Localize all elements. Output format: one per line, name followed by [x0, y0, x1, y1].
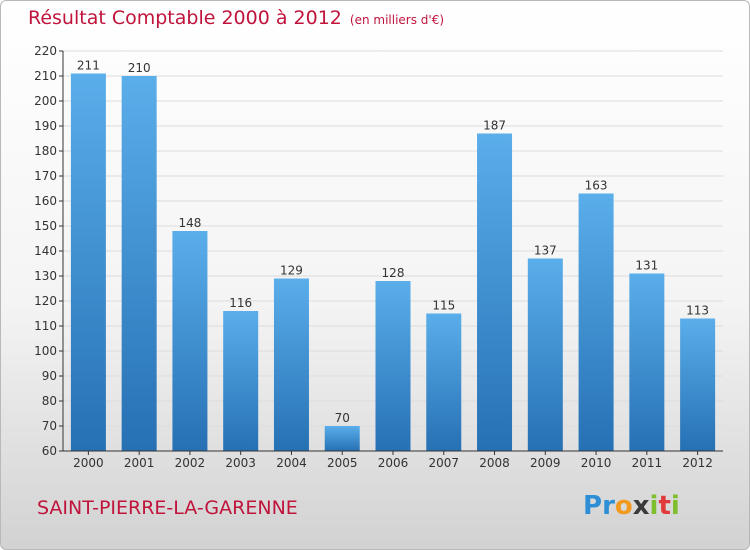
bar [223, 311, 259, 451]
y-tick-label: 90 [42, 369, 57, 383]
logo-letter: t [658, 491, 671, 521]
y-tick-label: 210 [34, 69, 57, 83]
x-tick-label: 2007 [428, 456, 459, 470]
y-tick-label: 180 [34, 144, 57, 158]
chart-subtitle: (en milliers d'€) [349, 13, 445, 27]
x-tick-label: 2004 [276, 456, 307, 470]
bar [629, 273, 665, 451]
bar [70, 73, 106, 451]
bar [477, 133, 513, 451]
x-tick-label: 2011 [632, 456, 663, 470]
logo-letter: x [632, 491, 650, 521]
y-tick-label: 140 [34, 244, 57, 258]
commune-name: SAINT-PIERRE-LA-GARENNE [37, 497, 298, 519]
y-tick-label: 150 [34, 219, 57, 233]
bar [527, 258, 563, 451]
x-tick-label: 2000 [73, 456, 104, 470]
y-tick-label: 220 [34, 44, 57, 58]
chart-title-text: Résultat Comptable 2000 à 2012 [28, 7, 342, 29]
bar-value-label: 115 [432, 299, 455, 313]
x-tick-label: 2010 [581, 456, 612, 470]
y-tick-label: 190 [34, 119, 57, 133]
bar-value-label: 116 [229, 296, 252, 310]
y-tick-label: 160 [34, 194, 57, 208]
bar [426, 313, 462, 451]
chart-title: Résultat Comptable 2000 à 2012 (en millie… [28, 7, 444, 29]
y-tick-label: 100 [34, 344, 57, 358]
bar-value-label: 210 [128, 61, 151, 75]
x-tick-label: 2005 [327, 456, 358, 470]
bar [273, 278, 309, 451]
x-tick-label: 2012 [682, 456, 713, 470]
bar-chart: 211 210 148 116 129 70 128 115 187 137 163 131 113 6… [34, 44, 723, 470]
bar-value-label: 113 [686, 304, 709, 318]
bar-layer: 211 210 148 116 129 70 128 115 187 137 163 131 113 [70, 59, 716, 451]
bar [375, 281, 411, 451]
y-tick-label: 80 [42, 394, 57, 408]
bar [324, 426, 360, 451]
bar-value-label: 128 [382, 266, 405, 280]
logo-letter: r [602, 491, 615, 521]
x-tick-label: 2003 [225, 456, 256, 470]
logo-letter: P [583, 491, 603, 521]
x-tick-label: 2009 [530, 456, 561, 470]
bar-value-label: 137 [534, 244, 557, 258]
logo-letter: i [649, 491, 659, 521]
y-tick-label: 130 [34, 269, 57, 283]
proxiti-logo[interactable]: Proxiti [583, 491, 680, 521]
bar [680, 318, 716, 451]
y-tick-label: 120 [34, 294, 57, 308]
x-tick-label: 2006 [378, 456, 409, 470]
y-tick-label: 70 [42, 419, 57, 433]
logo-letter: o [614, 491, 633, 521]
bar-value-label: 148 [178, 216, 201, 230]
bar-value-label: 187 [483, 119, 506, 133]
bar-value-label: 163 [585, 179, 608, 193]
y-tick-label: 110 [34, 319, 57, 333]
y-tick-label: 200 [34, 94, 57, 108]
y-tick-label: 170 [34, 169, 57, 183]
bar-value-label: 129 [280, 264, 303, 278]
bar-value-label: 70 [335, 411, 350, 425]
x-tick-label: 2001 [124, 456, 155, 470]
axis-layer: 60 70 80 90 100 110 120 130 140 150 160 170 180 190 20… [34, 44, 723, 470]
bar-value-label: 131 [635, 259, 658, 273]
bar [172, 231, 208, 451]
bar [578, 193, 614, 451]
logo-letter: i [670, 491, 680, 521]
bar [121, 76, 157, 451]
bar-value-label: 211 [77, 59, 100, 73]
x-tick-label: 2002 [175, 456, 206, 470]
x-tick-label: 2008 [479, 456, 510, 470]
y-tick-label: 60 [42, 444, 57, 458]
